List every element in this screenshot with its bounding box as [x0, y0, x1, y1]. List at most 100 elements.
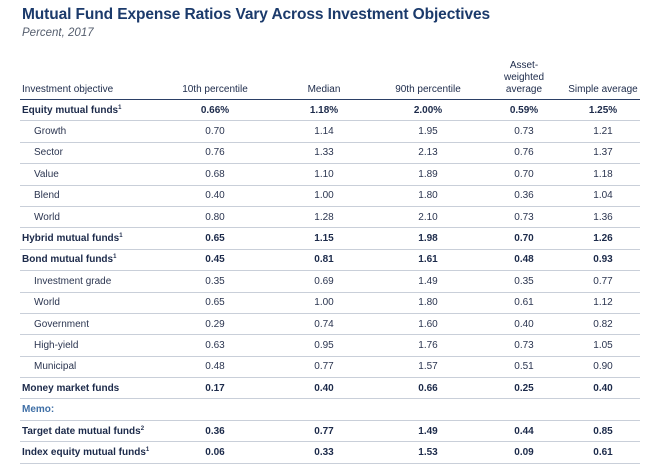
row-label: Blend: [34, 190, 60, 202]
row-label: Investment grade: [34, 275, 112, 287]
value-cell: 0.70: [156, 120, 274, 143]
column-header: Asset-weighted average: [482, 60, 566, 100]
value-cell: 1.76: [374, 334, 482, 357]
table-row: Money market funds 0.17 0.40 0.66 0.25 0.40: [20, 377, 640, 400]
value-cell: 0.77: [274, 356, 374, 379]
value-cell: [374, 398, 482, 421]
value-cell: 1.95: [374, 120, 482, 143]
value-cell: 0.73: [482, 206, 566, 229]
page-subtitle: Percent, 2017: [22, 27, 94, 39]
value-cell: 1.28: [274, 206, 374, 229]
table-row: World 0.80 1.28 2.10 0.73 1.36: [20, 206, 640, 229]
value-cell: 0.70: [482, 163, 566, 186]
row-label: Bond mutual funds: [22, 254, 114, 266]
value-cell: 0.09: [482, 441, 566, 464]
value-cell: 1.14: [274, 120, 374, 143]
value-cell: 0.65: [156, 227, 274, 250]
row-label-cell: Value: [20, 163, 156, 186]
value-cell: 1.05: [566, 334, 640, 357]
value-cell: 0.25: [482, 377, 566, 400]
row-label-cell: Sector: [20, 142, 156, 165]
value-cell: 1.60: [374, 313, 482, 336]
row-label-cell: Blend: [20, 185, 156, 207]
row-label-cell: Equity mutual funds1: [20, 99, 156, 122]
value-cell: 0.29: [156, 313, 274, 336]
value-cell: 0.45: [156, 249, 274, 272]
column-header: 90th percentile: [374, 60, 482, 100]
value-cell: 0.33: [274, 441, 374, 464]
value-cell: [482, 398, 566, 421]
value-cell: 1.80: [374, 292, 482, 314]
value-cell: 0.76: [482, 142, 566, 165]
value-cell: 0.36: [482, 185, 566, 207]
value-cell: 0.40: [274, 377, 374, 400]
value-cell: 0.44: [482, 420, 566, 443]
row-label-cell: Municipal: [20, 356, 156, 379]
value-cell: 0.68: [156, 163, 274, 186]
footnote-marker: 2: [140, 425, 145, 432]
row-label: Government: [34, 318, 90, 330]
column-header: Median: [274, 60, 374, 100]
value-cell: 0.74: [274, 313, 374, 336]
value-cell: 1.10: [274, 163, 374, 186]
row-label: World: [34, 211, 60, 223]
value-cell: 1.00: [274, 292, 374, 314]
value-cell: 1.61: [374, 249, 482, 272]
value-cell: 0.17: [156, 377, 274, 400]
row-label-cell: Index equity mutual funds1: [20, 441, 156, 464]
value-cell: 2.10: [374, 206, 482, 229]
table-row: World 0.65 1.00 1.80 0.61 1.12: [20, 292, 640, 314]
table-row: Blend 0.40 1.00 1.80 0.36 1.04: [20, 185, 640, 207]
row-label-cell: Hybrid mutual funds1: [20, 227, 156, 250]
value-cell: 0.80: [156, 206, 274, 229]
row-label: Hybrid mutual funds: [22, 233, 120, 245]
value-cell: 1.80: [374, 185, 482, 207]
value-cell: 0.76: [156, 142, 274, 165]
value-cell: 0.06: [156, 441, 274, 464]
row-label-cell: Growth: [20, 120, 156, 143]
value-cell: 0.77: [566, 270, 640, 293]
value-cell: 0.73: [482, 120, 566, 143]
footnote-marker: 1: [118, 104, 122, 111]
row-label-cell: Money market funds: [20, 377, 156, 400]
row-label: Money market funds: [22, 382, 120, 394]
value-cell: 0.95: [274, 334, 374, 357]
row-label: Memo:: [22, 404, 55, 416]
row-label: Target date mutual funds: [22, 425, 141, 437]
footnote-marker: 1: [113, 254, 117, 261]
value-cell: [274, 398, 374, 421]
table-row: Hybrid mutual funds1 0.65 1.15 1.98 0.70 1.26: [20, 227, 640, 250]
value-cell: 1.36: [566, 206, 640, 229]
footnote-marker: 1: [119, 233, 123, 240]
row-label-cell: High-yield: [20, 334, 156, 357]
row-label-cell: World: [20, 206, 156, 229]
value-cell: 2.13: [374, 142, 482, 165]
row-label: Index equity mutual funds: [22, 446, 146, 458]
row-label-cell: Bond mutual funds1: [20, 249, 156, 272]
table-header-row: Investment objective 10th percentile Med…: [20, 60, 640, 100]
value-cell: 0.63: [156, 334, 274, 357]
value-cell: 1.12: [566, 292, 640, 314]
table-row: Municipal 0.48 0.77 1.57 0.51 0.90: [20, 356, 640, 379]
value-cell: 0.40: [156, 185, 274, 207]
table-row: Investment grade 0.35 0.69 1.49 0.35 0.77: [20, 270, 640, 293]
row-label: World: [34, 297, 60, 309]
column-header: 10th percentile: [156, 60, 274, 100]
value-cell: 0.51: [482, 356, 566, 379]
footnote-marker: 1: [145, 446, 150, 453]
value-cell: 1.33: [274, 142, 374, 165]
row-label-cell: Government: [20, 313, 156, 336]
value-cell: 0.48: [482, 249, 566, 272]
table-row: High-yield 0.63 0.95 1.76 0.73 1.05: [20, 334, 640, 357]
table-row: Government 0.29 0.74 1.60 0.40 0.82: [20, 313, 640, 336]
value-cell: 1.49: [374, 270, 482, 293]
value-cell: 1.98: [374, 227, 482, 250]
value-cell: 0.93: [566, 249, 640, 272]
row-label: Sector: [34, 147, 63, 159]
value-cell: 1.15: [274, 227, 374, 250]
table-row: Target date mutual funds2 0.36 0.77 1.49 0.4…: [20, 420, 640, 443]
row-label: High-yield: [34, 339, 79, 351]
value-cell: 0.35: [482, 270, 566, 293]
value-cell: [566, 398, 640, 421]
table-row: Memo:: [20, 398, 640, 421]
